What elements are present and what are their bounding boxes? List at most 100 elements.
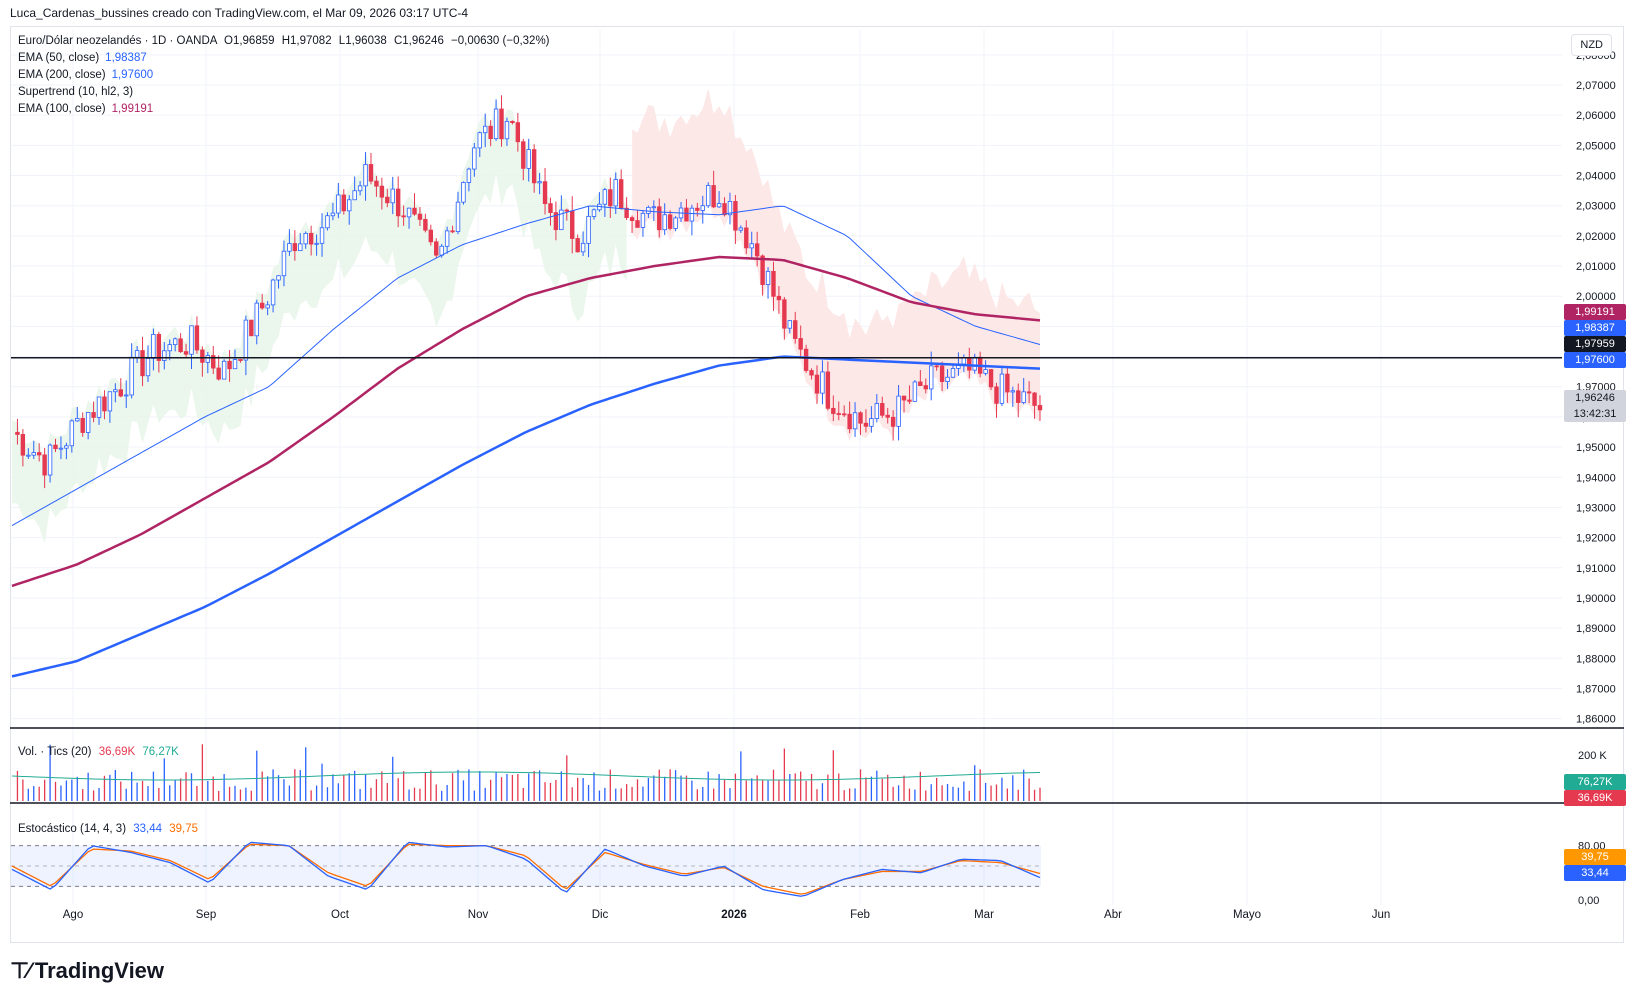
ema100-price-tag: 1,99191 (1564, 304, 1626, 320)
candle-body (129, 356, 134, 396)
candle-body (858, 412, 863, 424)
price-tick-label: 1,87000 (1576, 683, 1616, 695)
candle-body (31, 452, 36, 456)
candle-body (1026, 391, 1032, 394)
price-tick-label: 2,07000 (1576, 80, 1616, 92)
candle-body (852, 412, 858, 430)
price-tick-label: 2,06000 (1576, 110, 1616, 122)
candle-body (162, 350, 167, 361)
stochastic-legend[interactable]: Estocástico (14, 4, 3) 33,44 39,75 (18, 823, 198, 835)
candle-body (733, 201, 738, 231)
candle-body (319, 227, 325, 244)
tradingview-logo[interactable]: ⊤⁄ TradingView (10, 958, 164, 984)
candle-body (716, 203, 722, 208)
ema50-line (11, 205, 1041, 526)
candle-body (357, 185, 363, 192)
candle-body (314, 242, 319, 245)
indicator-value: 1,97600 (111, 69, 154, 81)
candle-body (553, 212, 559, 231)
candle-body (934, 365, 939, 368)
volume-ma-tag: 76,27K (1564, 774, 1626, 790)
candle-body (907, 399, 912, 402)
stochastic-d-value: 39,75 (169, 823, 198, 835)
candle-body (395, 188, 401, 217)
stochastic-pane: 80,000,00 (11, 841, 1606, 907)
candle-body (183, 351, 189, 355)
candle-body (700, 205, 705, 211)
candle-body (444, 230, 450, 247)
candle-body (69, 420, 75, 447)
indicator-label: EMA (200, close) (18, 69, 106, 81)
candle-body (118, 389, 123, 397)
candle-body (145, 358, 151, 377)
candle-body (510, 120, 515, 124)
candle-body (15, 431, 20, 435)
candle-body (841, 413, 847, 416)
candle-body (406, 207, 412, 218)
ema50-price-tag: 1,98387 (1564, 320, 1626, 336)
candle-body (912, 381, 918, 402)
stochastic-d-line (11, 843, 1041, 895)
candle-body (847, 413, 852, 430)
ema200-price-tag: 1,97600 (1564, 352, 1626, 368)
candle-body (754, 243, 760, 257)
volume-value: 36,69K (98, 746, 136, 758)
candle-body (189, 325, 194, 355)
candle-body (232, 359, 238, 370)
candle-body (341, 194, 346, 212)
candle-body (26, 454, 31, 457)
candle-body (673, 217, 678, 229)
candle-body (972, 356, 977, 371)
candle-body (216, 367, 221, 380)
ohlc-high: H1,97082 (281, 35, 332, 47)
candle-body (999, 373, 1005, 404)
candle-body (20, 434, 26, 456)
stochastic-k-value: 33,44 (133, 823, 163, 835)
indicator-ema200[interactable]: EMA (200, close) 1,97600 (18, 67, 550, 84)
candle-body (515, 122, 521, 143)
candle-body (134, 350, 140, 358)
candle-body (401, 215, 406, 218)
candle-body (526, 149, 531, 169)
candle-body (102, 396, 107, 412)
price-tick-label: 1,90000 (1576, 593, 1616, 605)
candle-body (929, 365, 934, 390)
candle-body (493, 108, 499, 140)
indicator-supertrend[interactable]: Supertrend (10, hl2, 3) (18, 84, 550, 101)
currency-button[interactable]: NZD (1571, 34, 1612, 56)
candle-body (113, 389, 118, 393)
candle-body (461, 182, 466, 203)
candle-body (950, 368, 956, 378)
candle-body (178, 338, 183, 353)
candle-body (472, 147, 477, 170)
candle-body (64, 445, 69, 449)
chart-frame[interactable] (10, 26, 1624, 943)
candle-body (570, 210, 575, 239)
candle-body (308, 232, 314, 245)
price-tick-label: 1,88000 (1576, 653, 1616, 665)
candle-body (156, 334, 162, 361)
candle-body (629, 217, 635, 221)
hline-price-tag: 1,97959 (1564, 336, 1626, 352)
candle-body (787, 320, 792, 329)
candle-body (890, 416, 896, 427)
candle-body (243, 319, 249, 361)
volume-legend[interactable]: Vol. · Tics (20) 36,69K 76,27K (18, 746, 179, 758)
indicator-ema50[interactable]: EMA (50, close) 1,98387 (18, 50, 550, 67)
symbol-name: Euro/Dólar neozelandés · 1D · OANDA (18, 35, 217, 47)
candle-body (477, 132, 482, 149)
candle-body (869, 418, 874, 427)
price-tick-label: 1,93000 (1576, 502, 1616, 514)
indicator-label: EMA (50, close) (18, 52, 100, 64)
candle-body (662, 214, 667, 231)
candle-body (798, 338, 803, 350)
volume-ma-value: 76,27K (142, 746, 179, 758)
candle-body (124, 394, 129, 397)
time-tick-label: Oct (331, 909, 350, 921)
candle-body (80, 417, 85, 433)
volume-pane: 200 K (11, 744, 1607, 801)
indicator-ema100[interactable]: EMA (100, close) 1,99191 (18, 101, 550, 118)
candle-body (684, 207, 689, 222)
candle-body (417, 213, 423, 220)
